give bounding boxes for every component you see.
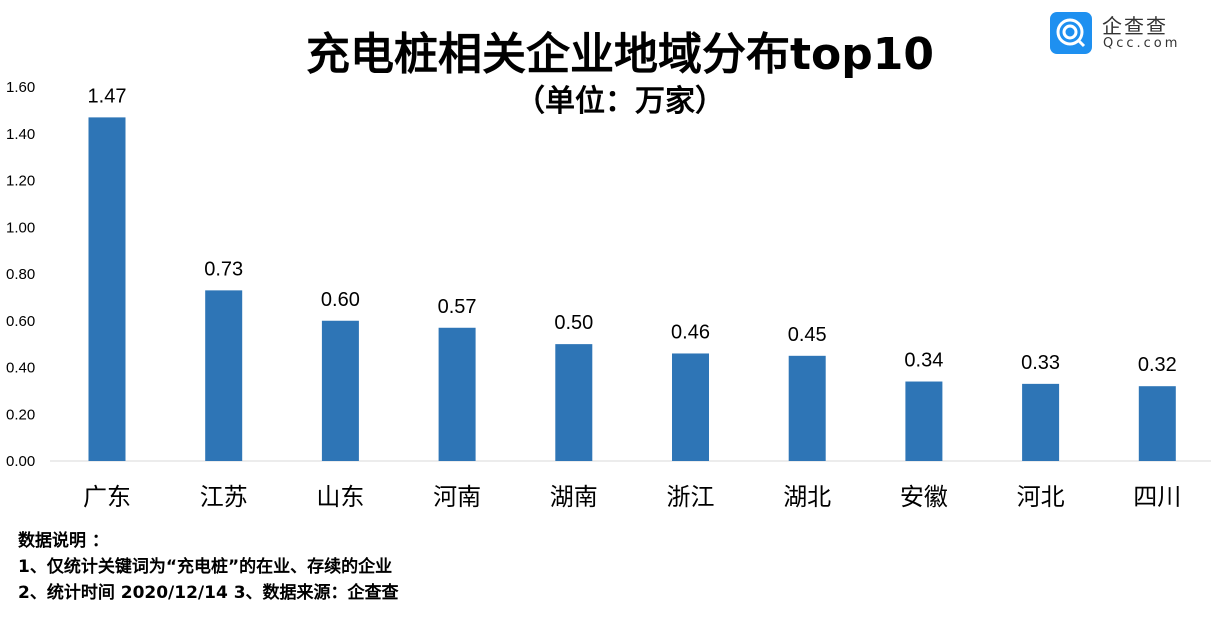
x-tick-label: 湖北 <box>783 483 831 511</box>
data-label: 0.60 <box>321 289 360 311</box>
y-tick-label: 1.00 <box>6 219 35 236</box>
x-tick-label: 河北 <box>1017 483 1065 511</box>
data-label: 0.33 <box>1021 352 1060 374</box>
x-tick-label: 广东 <box>83 483 131 511</box>
x-tick-label: 浙江 <box>667 483 715 511</box>
x-tick-label: 江苏 <box>200 483 248 511</box>
y-tick-label: 0.00 <box>6 453 35 470</box>
data-label: 0.34 <box>904 350 943 372</box>
notes-heading: 数据说明 ： <box>18 531 109 551</box>
y-tick-label: 0.60 <box>6 313 35 330</box>
x-tick-label: 山东 <box>316 483 364 511</box>
data-label: 0.73 <box>204 258 243 280</box>
bar <box>672 353 709 461</box>
data-label: 0.57 <box>438 296 477 318</box>
bar <box>788 355 826 461</box>
bar <box>321 320 359 461</box>
bar <box>1022 383 1060 461</box>
logo-text-en: Qcc.com <box>1103 36 1181 51</box>
logo-text-cn: 企查查 <box>1102 14 1168 38</box>
data-label: 1.47 <box>88 85 127 107</box>
x-tick-label: 湖南 <box>550 483 598 511</box>
x-tick-label: 河南 <box>433 483 481 511</box>
y-tick-label: 0.20 <box>6 406 35 423</box>
bar <box>1138 386 1176 461</box>
data-label: 0.32 <box>1138 354 1177 376</box>
bar <box>555 344 593 461</box>
qcc-logo-icon <box>1050 12 1092 54</box>
qcc-logo: 企查查 Qcc.com <box>1050 10 1190 56</box>
chart-title: 充电桩相关企业地域分布top10 <box>306 29 934 80</box>
y-tick-label: 0.80 <box>6 266 35 283</box>
notes-line-1: 1、仅统计关键词为“充电桩”的在业、存续的企业 <box>18 557 393 577</box>
chart-subtitle: （单位：万家） <box>515 84 725 119</box>
bar <box>88 117 126 461</box>
y-tick-label: 1.60 <box>6 79 35 96</box>
x-tick-label: 四川 <box>1133 483 1181 511</box>
bar <box>905 381 943 461</box>
bar <box>205 290 243 461</box>
x-tick-label: 安徽 <box>900 483 948 511</box>
y-tick-label: 1.20 <box>6 173 35 190</box>
data-label: 0.50 <box>554 312 593 334</box>
data-label: 0.45 <box>788 324 827 346</box>
y-tick-label: 0.40 <box>6 360 35 377</box>
data-notes: 数据说明 ： 1、仅统计关键词为“充电桩”的在业、存续的企业 2、统计时间 20… <box>18 528 399 606</box>
notes-line-2: 2、统计时间 2020/12/14 3、数据来源：企查查 <box>18 583 399 603</box>
data-label: 0.46 <box>671 321 710 343</box>
y-tick-label: 1.40 <box>6 126 35 143</box>
bar <box>438 327 476 461</box>
